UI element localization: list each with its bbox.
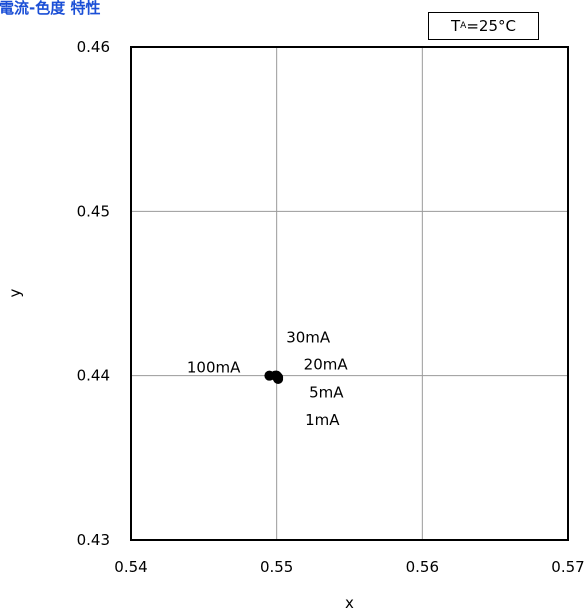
x-tick-label: 0.54	[114, 558, 147, 576]
plot-area	[130, 46, 569, 541]
tick-labels: 0.54 0.55 0.56 0.57 0.46 0.45 0.44 0.43	[77, 38, 584, 576]
y-tick-label: 0.43	[77, 531, 110, 549]
temperature-value: =25°C	[466, 17, 516, 35]
y-axis-label: y	[6, 288, 24, 297]
x-tick-label: 0.56	[406, 558, 439, 576]
temperature-legend-box: T A =25°C	[428, 12, 539, 40]
data-point-100mA	[264, 370, 275, 381]
x-tick-label: 0.57	[551, 558, 584, 576]
x-tick-label: 0.55	[260, 558, 293, 576]
chart-title: 順電流-色度 特性	[0, 0, 101, 17]
grid-lines	[131, 47, 568, 540]
y-tick-label: 0.46	[77, 38, 110, 56]
y-tick-label: 0.44	[77, 367, 110, 385]
temperature-subscript: A	[460, 21, 467, 31]
point-label-100mA: 100mA	[187, 359, 241, 377]
y-tick-label: 0.45	[77, 202, 110, 220]
point-label-30mA: 30mA	[286, 329, 331, 347]
point-labels: 1mA 5mA 20mA 30mA 100mA	[187, 329, 348, 429]
point-label-1mA: 1mA	[305, 411, 340, 429]
point-label-20mA: 20mA	[304, 356, 349, 374]
data-points	[264, 370, 284, 384]
x-axis-label: x	[345, 594, 354, 612]
temperature-symbol: T	[451, 17, 461, 35]
point-label-5mA: 5mA	[309, 383, 344, 401]
